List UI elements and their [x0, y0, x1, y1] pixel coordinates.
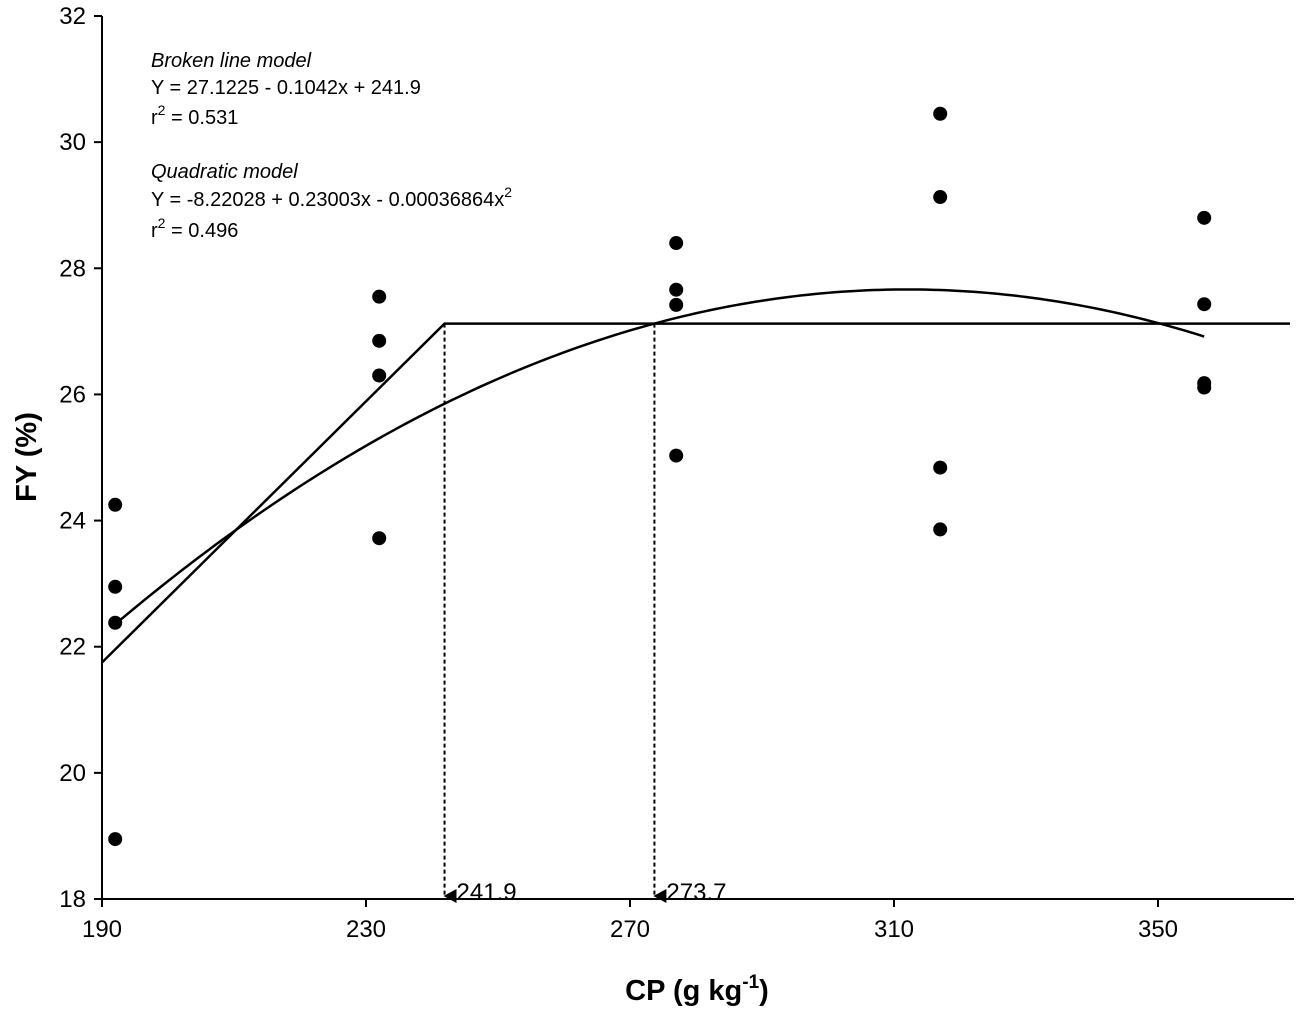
x-tick-label: 190 — [82, 916, 122, 943]
broken-line-equation: Y = 27.1225 - 0.1042x + 241.9 — [151, 77, 421, 99]
model-lines — [101, 288, 1290, 664]
quad-r2-value: = 0.496 — [165, 220, 238, 242]
data-point — [933, 106, 948, 121]
y-tick-label: 26 — [59, 381, 86, 408]
x-ticks: 190 230 270 310 350 — [82, 899, 1178, 943]
data-point — [372, 333, 387, 348]
y-tick-label: 30 — [59, 129, 86, 156]
data-point — [108, 832, 123, 847]
y-tick-label: 28 — [59, 255, 86, 282]
broken-line-model — [101, 322, 1290, 664]
breakpoint-markers: 241.9 273.7 — [443, 323, 726, 906]
data-point — [108, 615, 123, 630]
x-tick-label: 310 — [874, 916, 914, 943]
data-point — [372, 289, 387, 304]
x-tick-label: 270 — [610, 916, 650, 943]
data-point — [669, 297, 684, 312]
data-point — [1197, 210, 1212, 225]
quad-eq-text: Y = -8.22028 + 0.23003x - 0.00036864x — [151, 189, 504, 211]
y-tick-label: 22 — [59, 634, 86, 661]
data-point — [933, 522, 948, 537]
data-point — [669, 448, 684, 463]
x-axis-title-sup: -1 — [742, 972, 759, 993]
axes — [101, 16, 1294, 900]
quadratic-equation: Y = -8.22028 + 0.23003x - 0.00036864x2 — [151, 184, 512, 211]
data-point — [933, 460, 948, 475]
broken-r2-value: = 0.531 — [165, 107, 238, 129]
y-tick-label: 18 — [59, 886, 86, 913]
y-tick-label: 24 — [59, 508, 86, 535]
y-tick-label: 20 — [59, 760, 86, 787]
x-axis-title: CP (g kg-1) — [625, 972, 769, 1007]
quad-eq-sup: 2 — [504, 184, 512, 200]
data-point — [669, 282, 684, 297]
data-point — [933, 190, 948, 205]
data-point — [372, 531, 387, 546]
data-point — [1197, 380, 1212, 395]
y-axis-title: FY (%) — [11, 412, 43, 502]
data-point — [1197, 297, 1212, 312]
y-tick-label: 32 — [59, 3, 86, 30]
y-ticks: 18 20 22 24 26 28 30 32 — [59, 3, 102, 913]
x-tick-label: 350 — [1138, 916, 1178, 943]
x-axis-title-tail: ) — [759, 975, 769, 1007]
breakpoint-label: 273.7 — [666, 879, 726, 906]
broken-line-r2: r2 = 0.531 — [151, 102, 238, 129]
broken-line-title: Broken line model — [151, 50, 312, 72]
data-points — [108, 106, 1212, 847]
quadratic-r2: r2 = 0.496 — [151, 215, 238, 242]
broken-r2-prefix: r — [151, 107, 158, 129]
data-point — [108, 497, 123, 512]
quad-r2-prefix: r — [151, 220, 158, 242]
model-annotations: Broken line model Y = 27.1225 - 0.1042x … — [151, 50, 512, 242]
broken-r2-sup: 2 — [158, 102, 166, 118]
breakpoint-label: 241.9 — [457, 879, 517, 906]
quadratic-model-curve — [114, 288, 1205, 626]
quadratic-title: Quadratic model — [151, 161, 298, 183]
data-point — [669, 236, 684, 251]
x-tick-label: 230 — [346, 916, 386, 943]
x-axis-title-main: CP (g kg — [625, 975, 742, 1007]
data-point — [372, 368, 387, 383]
quad-r2-sup: 2 — [158, 215, 166, 231]
data-point — [108, 579, 123, 594]
